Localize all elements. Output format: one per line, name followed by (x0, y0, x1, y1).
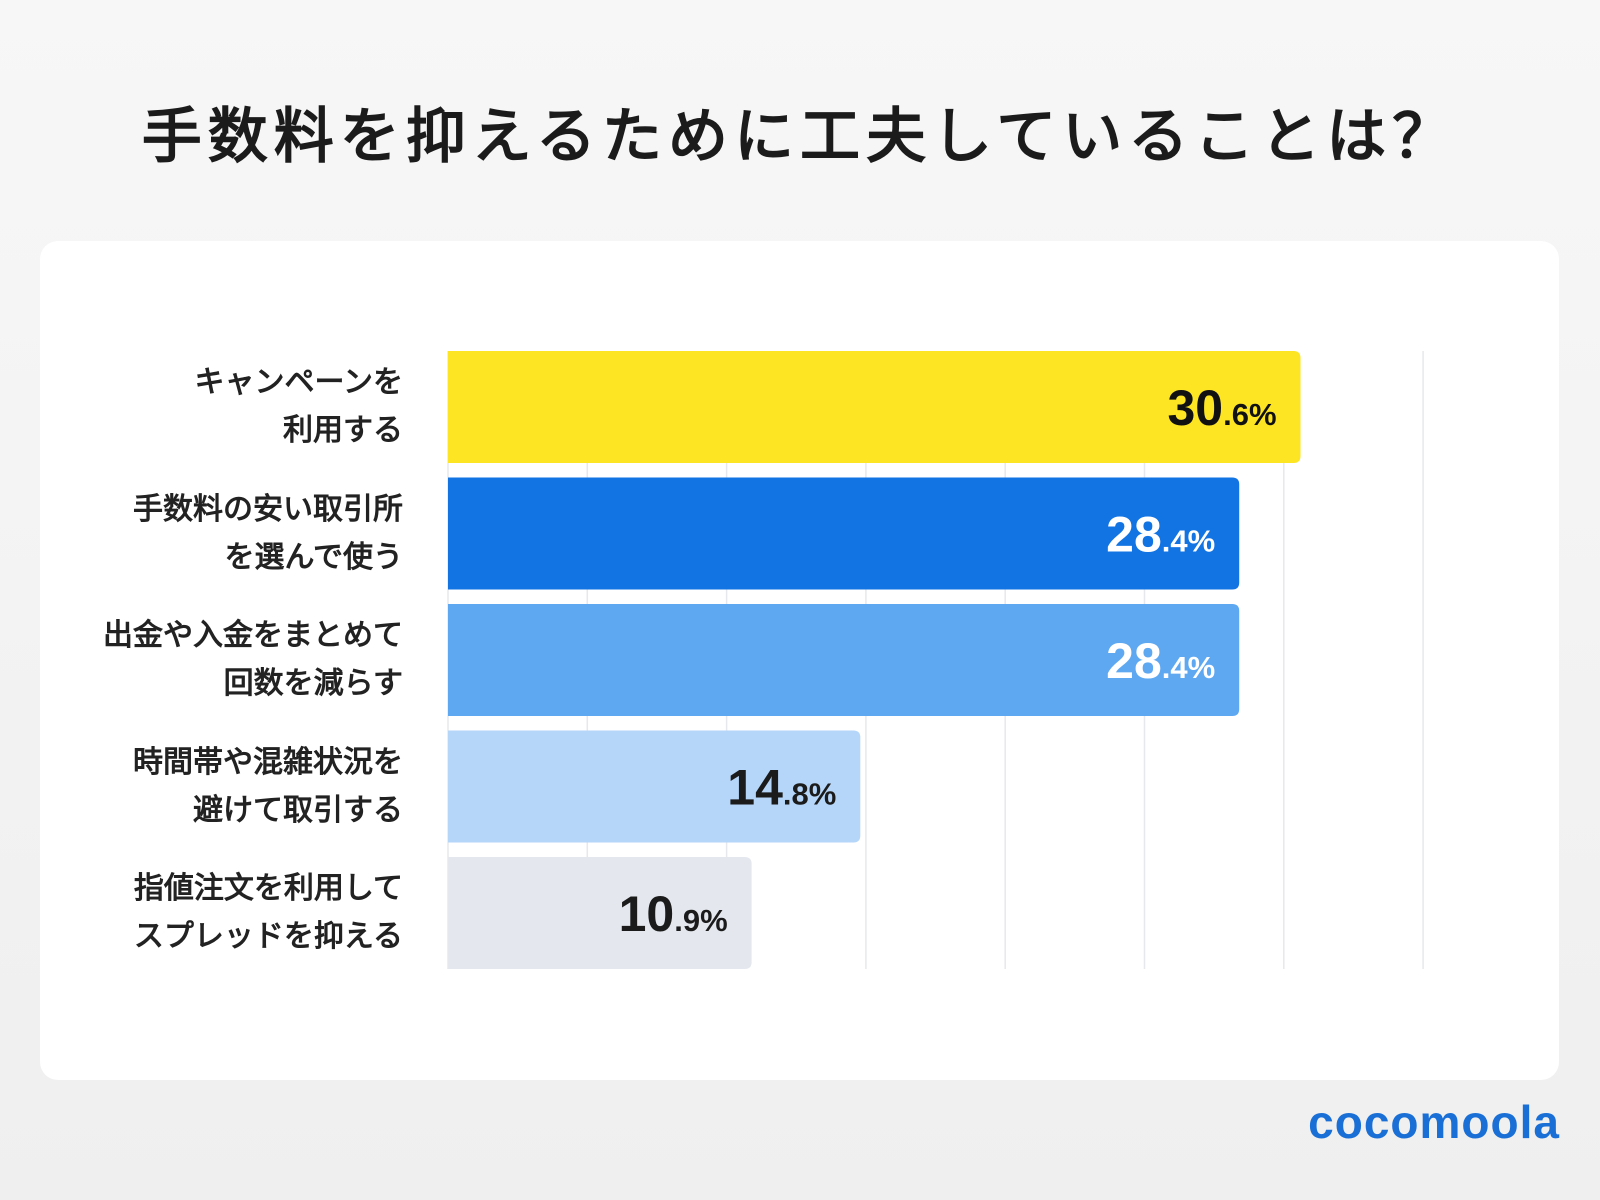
bar (448, 477, 1240, 590)
value-integer: 28 (1106, 507, 1162, 563)
value-integer: 14 (727, 760, 783, 816)
bar-value-label: 10.9% (619, 886, 728, 942)
bar (448, 604, 1240, 716)
brand-logo: cocomoola (1308, 1096, 1560, 1148)
value-decimal: .6% (1223, 397, 1276, 432)
bar-value-label: 30.6% (1167, 380, 1276, 436)
category-label: 指値注文を利用して スプレッドを抑える (133, 871, 403, 954)
chart-title: 手数料を抑えるために工夫していることは？ (141, 102, 1459, 172)
category-label: 出金や入金をまとめて 回数を減らす (103, 618, 403, 701)
bar-value-label: 28.4% (1106, 633, 1215, 689)
bar (448, 857, 752, 969)
category-label: 手数料の安い取引所 を選んで使う (133, 491, 403, 575)
bar (448, 351, 1301, 463)
value-decimal: .9% (674, 903, 727, 938)
bar-value-label: 28.4% (1106, 507, 1215, 563)
bar (448, 730, 861, 843)
category-label: 時間帯や混雑状況を 避けて取引する (133, 744, 403, 828)
value-integer: 28 (1106, 633, 1162, 689)
value-decimal: .8% (783, 777, 836, 812)
bar-value-label: 14.8% (727, 760, 836, 816)
category-label: キャンペーンを 利用する (194, 365, 404, 448)
value-decimal: .4% (1162, 650, 1215, 685)
value-integer: 10 (619, 886, 675, 942)
value-integer: 30 (1167, 380, 1223, 436)
value-decimal: .4% (1162, 524, 1215, 559)
